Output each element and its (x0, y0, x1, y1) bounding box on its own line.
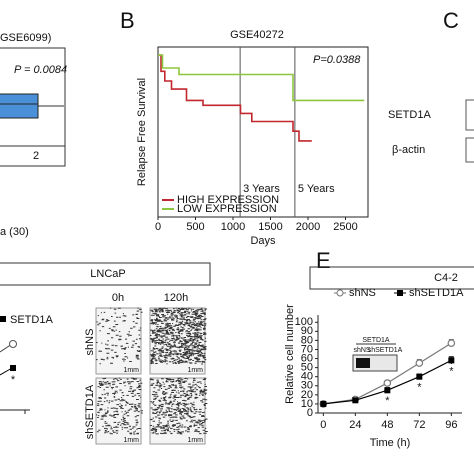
scale-bar: 1mm (187, 437, 203, 444)
legend-label: SETD1A (10, 314, 53, 326)
marker (9, 340, 17, 348)
significance: * (385, 395, 390, 407)
x-tick-label: 0 (320, 419, 326, 431)
panel-a-title: GSE6099) (0, 32, 51, 44)
y-tick-label: 60 (301, 352, 313, 364)
y-tick-label: 30 (301, 380, 313, 392)
axis-fragment (0, 409, 30, 414)
year-label: 5 Years (298, 183, 335, 195)
col-label: 0h (112, 292, 124, 304)
legend-label: shNS (349, 287, 376, 299)
survival-curve (158, 54, 365, 102)
scale-bar: 1mm (123, 367, 139, 374)
legend-marker (0, 316, 6, 322)
significance: * (449, 365, 454, 377)
panel-letter: B (120, 8, 135, 33)
panel-letter: C (443, 8, 459, 33)
p-value: P = 0.0084 (14, 64, 67, 76)
group-label: 2 (33, 150, 39, 162)
x-tick-label: 48 (381, 419, 393, 431)
inset-lane: shNS (353, 347, 370, 354)
star: * (11, 374, 16, 386)
significance: * (417, 382, 422, 394)
col-label: 120h (164, 292, 188, 304)
marker (448, 357, 455, 364)
panel-d: LNCaP SETD1A * 120 0h 120h shNS shSETD1A… (0, 262, 211, 445)
y-tick-label: 80 (301, 334, 313, 346)
header-box (309, 266, 474, 290)
panel-letter: E (316, 248, 331, 273)
y-tick-label: 20 (301, 389, 313, 401)
y-tick-label: 40 (301, 371, 313, 383)
marker (383, 379, 392, 387)
legend-label: LOW EXPRESSION (177, 203, 277, 215)
x-axis-label: Days (250, 235, 276, 247)
inset-title: SETD1A (362, 337, 390, 344)
marker (447, 339, 456, 347)
legend-label: shSETD1A (409, 287, 464, 299)
box (0, 93, 39, 119)
legend-marker (336, 289, 344, 297)
legend-label: HIGH EXPRESSION (177, 194, 279, 206)
marker (416, 373, 423, 380)
y-tick-label: 90 (301, 325, 313, 337)
x-tick-label: 1500 (258, 221, 282, 233)
x-tick-label: 2500 (333, 221, 357, 233)
chart-title: GSE40272 (230, 29, 284, 41)
marker (352, 397, 359, 404)
cell-texture (150, 377, 208, 435)
x-tick-label: 500 (186, 221, 204, 233)
year-label: 3 Years (243, 183, 280, 195)
x-axis-label: Time (h) (370, 437, 411, 449)
plot-frame (157, 46, 369, 218)
blot-frame (465, 99, 474, 163)
blot-label: β-actin (392, 144, 425, 156)
scale-bar: 1mm (187, 367, 203, 374)
micrograph (95, 377, 142, 445)
cell-texture (96, 307, 143, 365)
row-label: shSETD1A (84, 384, 96, 439)
y-axis-label: Relapse Free Survival (136, 78, 148, 186)
cell-texture (150, 307, 208, 365)
label-cell (0, 145, 66, 167)
marker (415, 359, 424, 367)
panel-a: GSE6099) P = 0.0084 2 a (30) (0, 32, 67, 238)
legend-marker (397, 290, 403, 296)
micrographs (95, 307, 208, 445)
y-tick-label: 50 (301, 362, 313, 374)
blot-label: SETD1A (388, 109, 431, 121)
blot-band (356, 358, 370, 368)
x-tick-label: 96 (445, 419, 457, 431)
x-tick-label: 72 (413, 419, 425, 431)
header: LNCaP (90, 268, 125, 280)
survival-curve (158, 54, 312, 142)
row-label: shNS (84, 329, 96, 356)
panel-c: C SETD1A β-actin (388, 8, 474, 163)
x-tick-label: 0 (155, 221, 161, 233)
y-axis-label: Relative cell number (284, 304, 296, 404)
y-tick-label: 70 (301, 343, 313, 355)
p-value: P=0.0388 (313, 54, 361, 66)
scale-bar: 1mm (123, 437, 139, 444)
header-box (0, 262, 211, 286)
header: C4-2 (434, 272, 458, 284)
count-label: a (30) (0, 226, 29, 238)
y-tick-label: 100 (295, 316, 313, 328)
cell-texture (96, 377, 143, 435)
y-tick-label: 0 (307, 407, 313, 419)
x-tick-label: 24 (349, 419, 361, 431)
marker (320, 400, 327, 407)
marker (10, 365, 16, 371)
inset-lane: shSETD1A (368, 347, 403, 354)
x-tick-label: 1000 (221, 221, 245, 233)
x-tick-label: 2000 (296, 221, 320, 233)
marker (384, 387, 391, 394)
y-tick-label: 10 (301, 398, 313, 410)
